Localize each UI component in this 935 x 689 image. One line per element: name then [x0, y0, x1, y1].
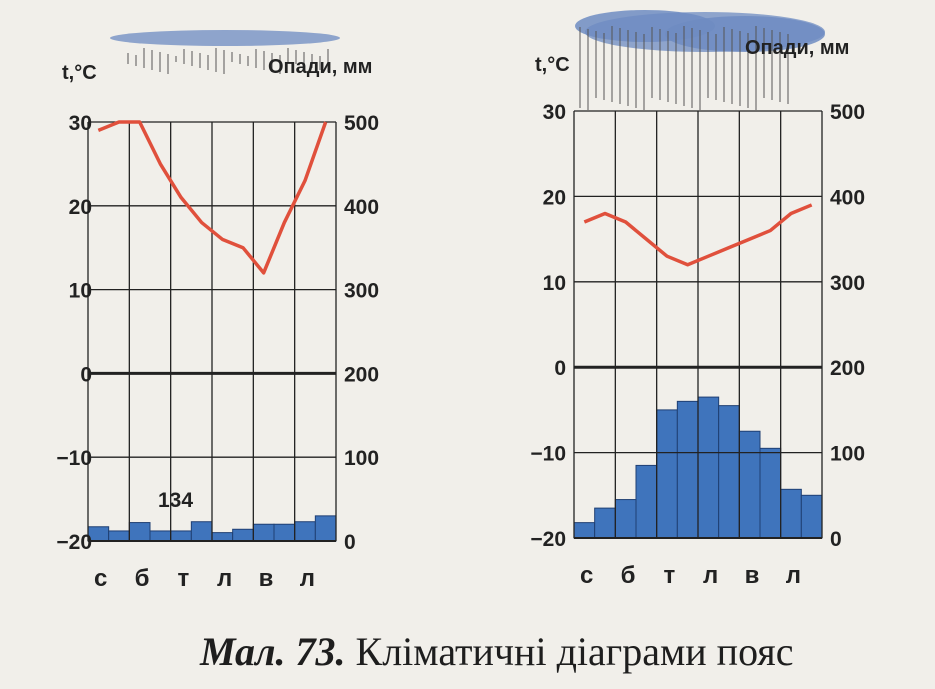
precipitation-bar	[759, 447, 782, 539]
temperature-axis-label: t,°C	[535, 54, 570, 76]
precipitation-bar	[211, 532, 234, 542]
temperature-tick-label: 20	[69, 196, 92, 219]
temperature-tick-label: 10	[543, 272, 566, 295]
precipitation-bar	[594, 507, 616, 539]
month-label: с	[94, 565, 107, 592]
precipitation-tick-label: 200	[830, 357, 865, 380]
caption-text: Кліматичні діаграми пояс	[355, 629, 794, 674]
precipitation-bar	[190, 521, 213, 542]
precipitation-cloud-icon	[575, 10, 825, 110]
temperature-line	[97, 120, 328, 275]
month-label: в	[259, 565, 274, 592]
figure-number: Мал. 73.	[200, 629, 346, 674]
precipitation-bar	[656, 409, 678, 539]
cloud-shape	[110, 30, 340, 46]
temperature-tick-label: 0	[554, 357, 566, 380]
precipitation-tick-label: 300	[830, 272, 865, 295]
precipitation-bar	[800, 494, 823, 539]
precipitation-axis-label: Опади, мм	[745, 37, 849, 59]
precipitation-bar	[573, 522, 596, 539]
month-label: т	[663, 562, 675, 589]
precipitation-tick-label: 400	[830, 186, 865, 209]
precipitation-bar	[149, 530, 172, 542]
precipitation-bar	[232, 528, 254, 542]
month-label: л	[217, 565, 232, 592]
figure-caption: Мал. 73. Кліматичні діаграми пояс	[200, 628, 793, 675]
temperature-tick-label: −10	[530, 443, 566, 466]
climate-chart-left: t,°C Опади, мм3020100−10−2050040030020010…	[56, 30, 379, 592]
temperature-tick-label: 0	[80, 363, 92, 386]
precipitation-bar	[614, 499, 637, 539]
precipitation-axis-label: Опади, мм	[268, 56, 372, 78]
precipitation-bar	[294, 521, 316, 542]
month-label: б	[621, 562, 636, 589]
precipitation-tick-label: 400	[344, 196, 379, 219]
temperature-tick-label: −20	[56, 531, 92, 554]
precipitation-bar	[738, 430, 761, 539]
temperature-tick-label: 20	[543, 186, 566, 209]
temperature-line	[583, 203, 813, 267]
annual-precipitation-annotation: 134	[158, 489, 193, 512]
precipitation-cloud-icon	[110, 30, 340, 74]
month-label: т	[177, 565, 189, 592]
temperature-tick-label: 30	[543, 101, 566, 124]
precipitation-tick-label: 300	[344, 280, 379, 303]
precipitation-bar	[676, 400, 699, 539]
month-label: л	[786, 562, 801, 589]
temperature-tick-label: −20	[530, 528, 566, 551]
precipitation-tick-label: 100	[344, 447, 379, 470]
precipitation-tick-label: 0	[830, 528, 842, 551]
temperature-axis-label: t,°C	[62, 62, 97, 84]
precipitation-tick-label: 500	[344, 112, 379, 135]
month-label: б	[135, 565, 150, 592]
precipitation-tick-label: 500	[830, 101, 865, 124]
temperature-tick-label: −10	[56, 447, 92, 470]
temperature-tick-label: 30	[69, 112, 92, 135]
month-label: в	[745, 562, 760, 589]
month-label: с	[580, 562, 593, 589]
precipitation-bar	[314, 515, 337, 542]
precipitation-bar	[108, 530, 130, 542]
precipitation-bar	[780, 488, 802, 539]
temperature-tick-label: 10	[69, 280, 92, 303]
precipitation-bar	[252, 523, 275, 542]
precipitation-bar	[635, 464, 658, 539]
precipitation-bar	[170, 530, 192, 542]
precipitation-tick-label: 200	[344, 363, 379, 386]
precipitation-bar	[718, 405, 740, 539]
precipitation-tick-label: 100	[830, 443, 865, 466]
precipitation-bar	[697, 396, 720, 539]
precipitation-tick-label: 0	[344, 531, 356, 554]
month-label: л	[703, 562, 718, 589]
precipitation-bar	[273, 523, 296, 542]
precipitation-bar	[128, 522, 151, 542]
month-label: л	[300, 565, 315, 592]
cloud-puff	[665, 16, 825, 52]
